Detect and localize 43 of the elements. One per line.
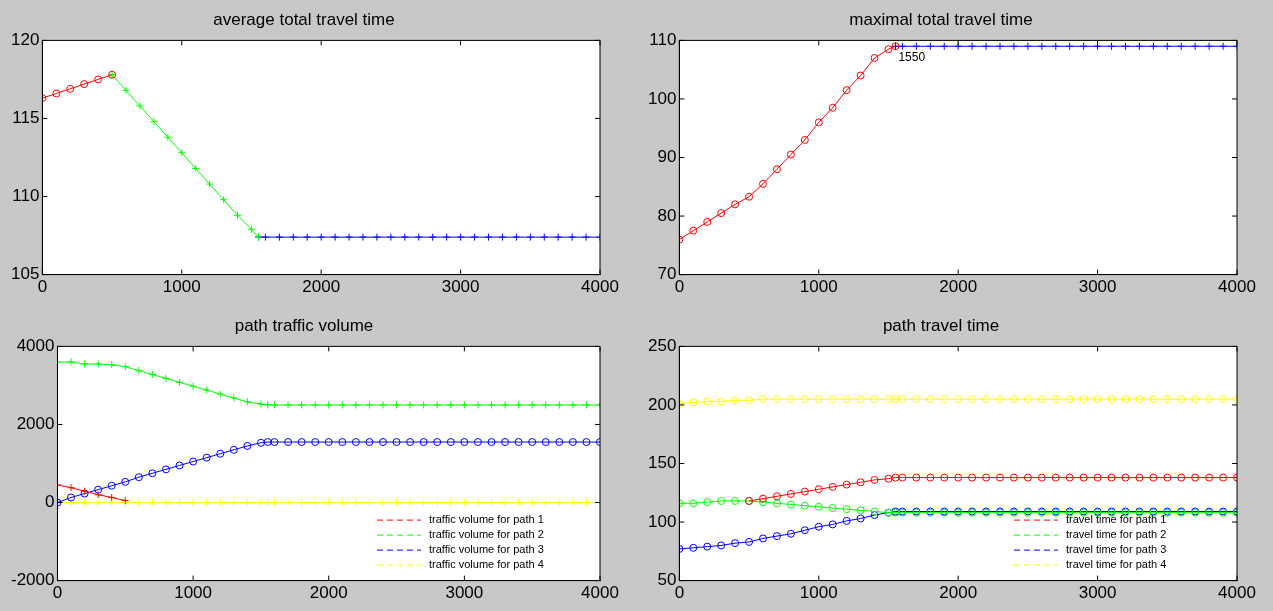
legend-label: travel time for path 1 bbox=[1066, 513, 1167, 526]
y-tick-label: 90 bbox=[657, 147, 677, 167]
y-tick-label: 110 bbox=[12, 186, 40, 206]
x-tick-label: 1000 bbox=[799, 277, 838, 297]
y-tick-label: 4000 bbox=[16, 336, 55, 356]
y-tick-label: 110 bbox=[649, 30, 677, 50]
x-tick-label: 4000 bbox=[1218, 277, 1256, 297]
x-tick-label: 4000 bbox=[581, 277, 619, 297]
chart-title: path traffic volume bbox=[234, 315, 374, 335]
chart-title: maximal total travel time bbox=[849, 9, 1033, 29]
legend-label: travel time for path 4 bbox=[1066, 558, 1167, 571]
x-tick-label: 3000 bbox=[1078, 277, 1117, 297]
y-tick-label: 80 bbox=[657, 205, 677, 225]
x-tick-label: 2000 bbox=[939, 277, 978, 297]
y-tick-label: 0 bbox=[45, 492, 55, 512]
chart-title: path travel time bbox=[882, 315, 1000, 335]
x-tick-label: 1000 bbox=[162, 277, 201, 297]
x-tick-label: 4000 bbox=[1218, 583, 1256, 603]
y-tick-label: 100 bbox=[647, 511, 677, 531]
legend-label: travel time for path 2 bbox=[1066, 528, 1167, 541]
y-tick-label: 150 bbox=[647, 453, 677, 473]
y-tick-label: 100 bbox=[647, 88, 677, 108]
x-tick-label: 1000 bbox=[799, 583, 838, 603]
annotation: 1550 bbox=[898, 49, 926, 64]
legend-label: traffic volume for path 3 bbox=[429, 543, 544, 556]
chart-title: average total travel time bbox=[213, 9, 395, 29]
y-tick-label: 200 bbox=[647, 394, 677, 414]
x-tick-label: 2000 bbox=[309, 583, 348, 603]
x-tick-label: 1000 bbox=[174, 583, 213, 603]
legend-label: traffic volume for path 2 bbox=[429, 528, 544, 541]
y-tick-label: 2000 bbox=[16, 414, 55, 434]
legend-label: traffic volume for path 4 bbox=[429, 558, 544, 571]
x-tick-label: 2000 bbox=[939, 583, 978, 603]
x-tick-label: 4000 bbox=[581, 583, 619, 603]
legend-label: travel time for path 3 bbox=[1066, 543, 1167, 556]
x-tick-label: 3000 bbox=[445, 583, 484, 603]
y-tick-label: 115 bbox=[12, 108, 40, 128]
x-tick-label: 3000 bbox=[1078, 583, 1117, 603]
legend-label: traffic volume for path 1 bbox=[429, 513, 544, 526]
x-tick-label: 3000 bbox=[441, 277, 480, 297]
y-tick-label: 120 bbox=[10, 30, 40, 50]
x-tick-label: 2000 bbox=[302, 277, 341, 297]
y-tick-label: 250 bbox=[647, 336, 677, 356]
